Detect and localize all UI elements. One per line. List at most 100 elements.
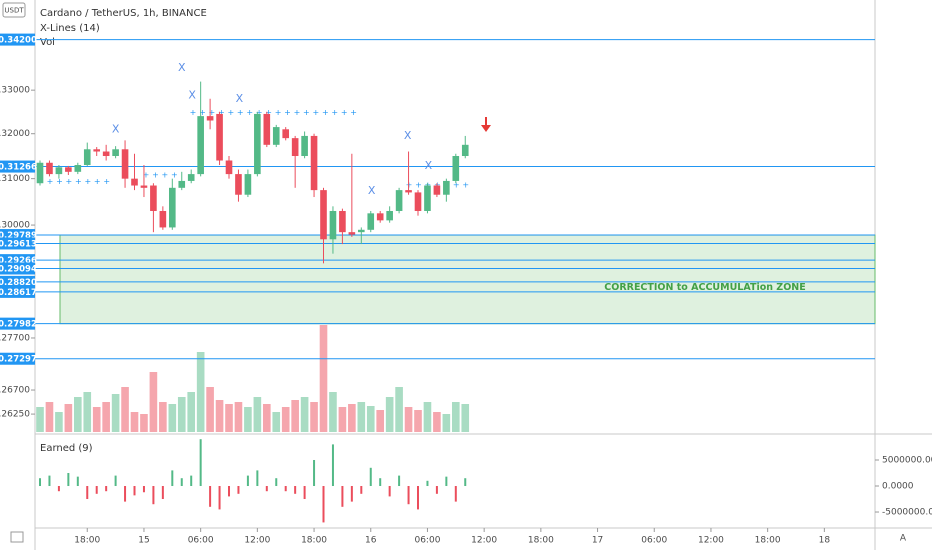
earned-bar — [294, 486, 297, 494]
pivot-dot: + — [199, 108, 206, 117]
symbol-title: Cardano / TetherUS, 1h, BINANCE — [40, 8, 207, 19]
pivot-dot: + — [415, 181, 422, 190]
candle-body — [55, 167, 63, 175]
earned-bar — [350, 486, 353, 502]
candle-body — [168, 187, 176, 228]
x-tick-label: 06:00 — [188, 536, 214, 546]
x-tick-label: 18 — [819, 536, 831, 546]
earned-bar — [426, 480, 429, 487]
level-label-box — [0, 160, 35, 173]
volume-bar — [168, 404, 177, 432]
earned-bar — [152, 486, 155, 505]
volume-bar — [244, 407, 252, 432]
candle-body — [386, 210, 393, 221]
candle-body — [461, 144, 469, 157]
level-label-box — [0, 285, 35, 298]
x-tick-label: 12:00 — [244, 536, 270, 546]
earned-bar — [322, 486, 325, 523]
earned-bar — [190, 475, 193, 487]
volume-bar — [196, 352, 205, 432]
earned-bar — [464, 478, 467, 487]
earned-bar — [199, 439, 202, 487]
candle-body — [121, 149, 129, 179]
candle-body — [140, 185, 148, 188]
candle-body — [452, 156, 460, 181]
pivot-dot: + — [171, 171, 178, 180]
earned-bar — [303, 486, 306, 500]
currency[interactable]: USDT — [4, 7, 24, 15]
volume-bar — [433, 412, 441, 432]
indicator-label: X-Lines (14) — [40, 23, 100, 34]
earned-bar — [133, 486, 136, 496]
volume-bar — [357, 402, 366, 432]
candle-body — [348, 232, 356, 235]
candle-body — [150, 185, 157, 211]
currency-box[interactable] — [2, 2, 26, 18]
x-annotation: X — [112, 122, 120, 135]
earned-bar — [124, 486, 127, 502]
volume-bar — [130, 412, 139, 432]
earned-bar — [454, 486, 457, 502]
candle-body — [244, 174, 252, 195]
pivot-dot: + — [84, 177, 91, 186]
volume-bar — [300, 397, 309, 432]
candle-body — [282, 129, 290, 139]
x-annotation: X — [368, 184, 376, 197]
level-label-box — [0, 33, 35, 46]
level-label: 0.29613 — [0, 239, 37, 249]
level-label: 0.29266 — [0, 256, 37, 266]
earned-bar — [114, 475, 117, 487]
x-annotation: X — [236, 92, 244, 105]
candle-body — [301, 135, 308, 157]
level-label: 0.27982 — [0, 320, 37, 330]
down-arrow — [481, 117, 491, 132]
x-tick-label: 18:00 — [301, 536, 327, 546]
x-tick-label: 16 — [365, 536, 377, 546]
earned-bar — [218, 486, 221, 510]
y-tick-label: 0.33000 — [0, 86, 30, 96]
candle-body — [291, 138, 299, 157]
earned-bar — [379, 478, 382, 487]
earned-bar — [86, 486, 89, 500]
volume-bar — [159, 402, 167, 432]
x-annotation: X — [188, 88, 196, 101]
candle-body — [65, 167, 72, 172]
earned-bar — [445, 476, 448, 487]
pivot-dot: + — [218, 108, 225, 117]
pivot-dot: + — [190, 108, 197, 117]
candle-body — [187, 174, 195, 181]
pivot-dot: + — [284, 108, 291, 117]
level-label: 0.34200 — [0, 36, 37, 46]
candle-body — [424, 185, 431, 211]
volume-bar — [442, 414, 451, 432]
settings-icon[interactable] — [10, 531, 24, 543]
pivot-dot: + — [227, 108, 234, 117]
earned-bar — [369, 467, 372, 487]
volume-bar — [338, 407, 347, 432]
pivot-dot: + — [162, 171, 169, 180]
level-label-box — [0, 352, 35, 365]
pivot-dot: + — [66, 177, 73, 186]
volume-bar — [348, 404, 356, 432]
x-annotation: X — [178, 61, 186, 74]
earned-bar — [398, 475, 401, 487]
earned-bar — [57, 486, 60, 492]
volume-bar — [121, 387, 129, 432]
volume-bar — [149, 372, 158, 432]
candle-body — [112, 149, 119, 157]
earned-bar — [275, 478, 278, 487]
earned-bar — [331, 444, 334, 487]
x-tick-label: 15 — [138, 536, 149, 546]
y-tick-label: 0.31000 — [0, 174, 30, 184]
volume-bar — [215, 400, 224, 432]
auto-scale-button[interactable]: A — [900, 534, 907, 544]
candle-body — [74, 165, 82, 172]
candle-body — [83, 149, 91, 166]
pivot-dot: + — [341, 108, 348, 117]
earned-bar — [142, 486, 145, 493]
earned-bar — [417, 486, 420, 510]
pivot-dot: + — [312, 108, 319, 117]
volume-bar — [329, 392, 337, 432]
x-tick-label: 18:00 — [528, 536, 554, 546]
earned-bar — [246, 475, 249, 487]
